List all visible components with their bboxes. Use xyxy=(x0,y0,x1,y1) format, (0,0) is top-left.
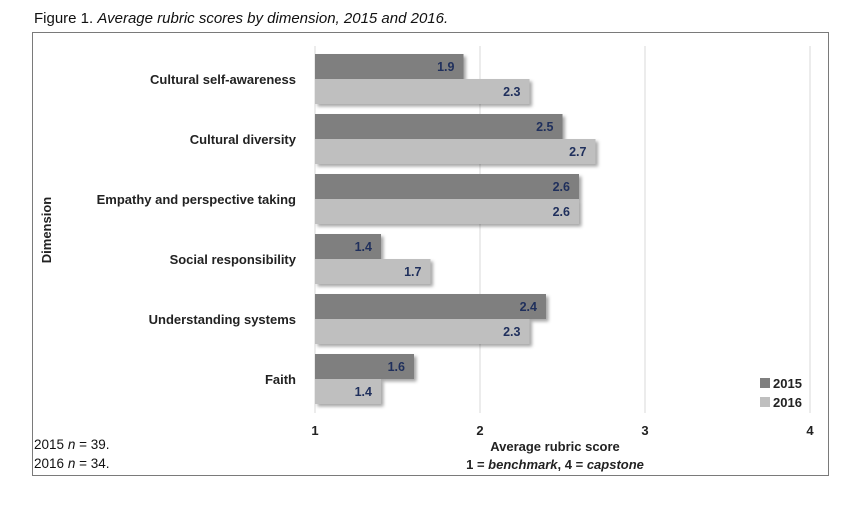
note-var: n xyxy=(67,456,76,471)
data-label: 1.4 xyxy=(355,240,372,254)
category-label: Faith xyxy=(265,372,296,387)
category-label: Cultural diversity xyxy=(190,132,297,147)
x-tick-label: 4 xyxy=(806,423,814,438)
data-label: 1.4 xyxy=(355,385,372,399)
x-tick-label: 2 xyxy=(476,423,483,438)
bar-2015 xyxy=(315,294,546,319)
x-axis-subtitle-part: capstone xyxy=(587,457,644,472)
bar-2016 xyxy=(315,79,530,104)
legend-entry-2015: 2015 xyxy=(760,376,802,391)
chart-frame xyxy=(32,32,829,476)
bar-2015 xyxy=(315,234,381,259)
category-label: Understanding systems xyxy=(149,312,296,327)
note-year: 2015 xyxy=(34,437,65,452)
bar-2016 xyxy=(315,259,431,284)
note-var: n xyxy=(67,437,76,452)
data-label: 2.7 xyxy=(569,145,586,159)
bar-2016 xyxy=(315,139,596,164)
bar-2015 xyxy=(315,354,414,379)
data-label: 2.3 xyxy=(503,325,520,339)
bar-2015 xyxy=(315,54,464,79)
note-year: 2016 xyxy=(34,456,65,471)
caption-title: Average rubric scores by dimension, 2015… xyxy=(97,10,449,27)
bar-2015 xyxy=(315,114,563,139)
data-label: 2.6 xyxy=(553,205,570,219)
category-label: Empathy and perspective taking xyxy=(97,192,296,207)
data-label: 2.5 xyxy=(536,120,553,134)
bar-2016 xyxy=(315,379,381,404)
plot-area xyxy=(315,46,810,413)
category-label: Social responsibility xyxy=(170,252,297,267)
data-label: 2.3 xyxy=(503,85,520,99)
x-axis-subtitle: 1 = benchmark, 4 = capstone xyxy=(466,457,644,472)
legend-label: 2015 xyxy=(773,376,802,391)
sample-size-note-2015: 2015 n = 39. xyxy=(34,437,109,452)
category-label: Cultural self-awareness xyxy=(150,72,296,87)
figure-caption: Figure 1. Average rubric scores by dimen… xyxy=(34,10,448,27)
bar-2015 xyxy=(315,174,579,199)
sample-size-note-2016: 2016 n = 34. xyxy=(34,456,109,471)
x-axis-subtitle-part: 1 = xyxy=(466,457,488,472)
legend-label: 2016 xyxy=(773,395,802,410)
x-tick-label: 1 xyxy=(311,423,318,438)
data-label: 2.6 xyxy=(553,180,570,194)
legend-entry-2016: 2016 xyxy=(760,395,802,410)
data-label: 1.9 xyxy=(437,60,454,74)
legend-swatch xyxy=(760,397,770,407)
x-axis-subtitle-part: , 4 = xyxy=(558,457,587,472)
y-axis-title: Dimension xyxy=(39,197,54,264)
data-label: 2.4 xyxy=(520,300,537,314)
x-axis-title: Average rubric score xyxy=(490,439,620,454)
caption-prefix: Figure 1. xyxy=(34,10,94,27)
x-tick-label: 3 xyxy=(641,423,648,438)
bar-2016 xyxy=(315,199,579,224)
data-label: 1.7 xyxy=(404,265,421,279)
legend-swatch xyxy=(760,378,770,388)
data-label: 1.6 xyxy=(388,360,405,374)
note-rest: = 39. xyxy=(75,437,110,452)
bar-2016 xyxy=(315,319,530,344)
note-rest: = 34. xyxy=(75,456,110,471)
x-axis-subtitle-part: benchmark xyxy=(488,457,558,472)
